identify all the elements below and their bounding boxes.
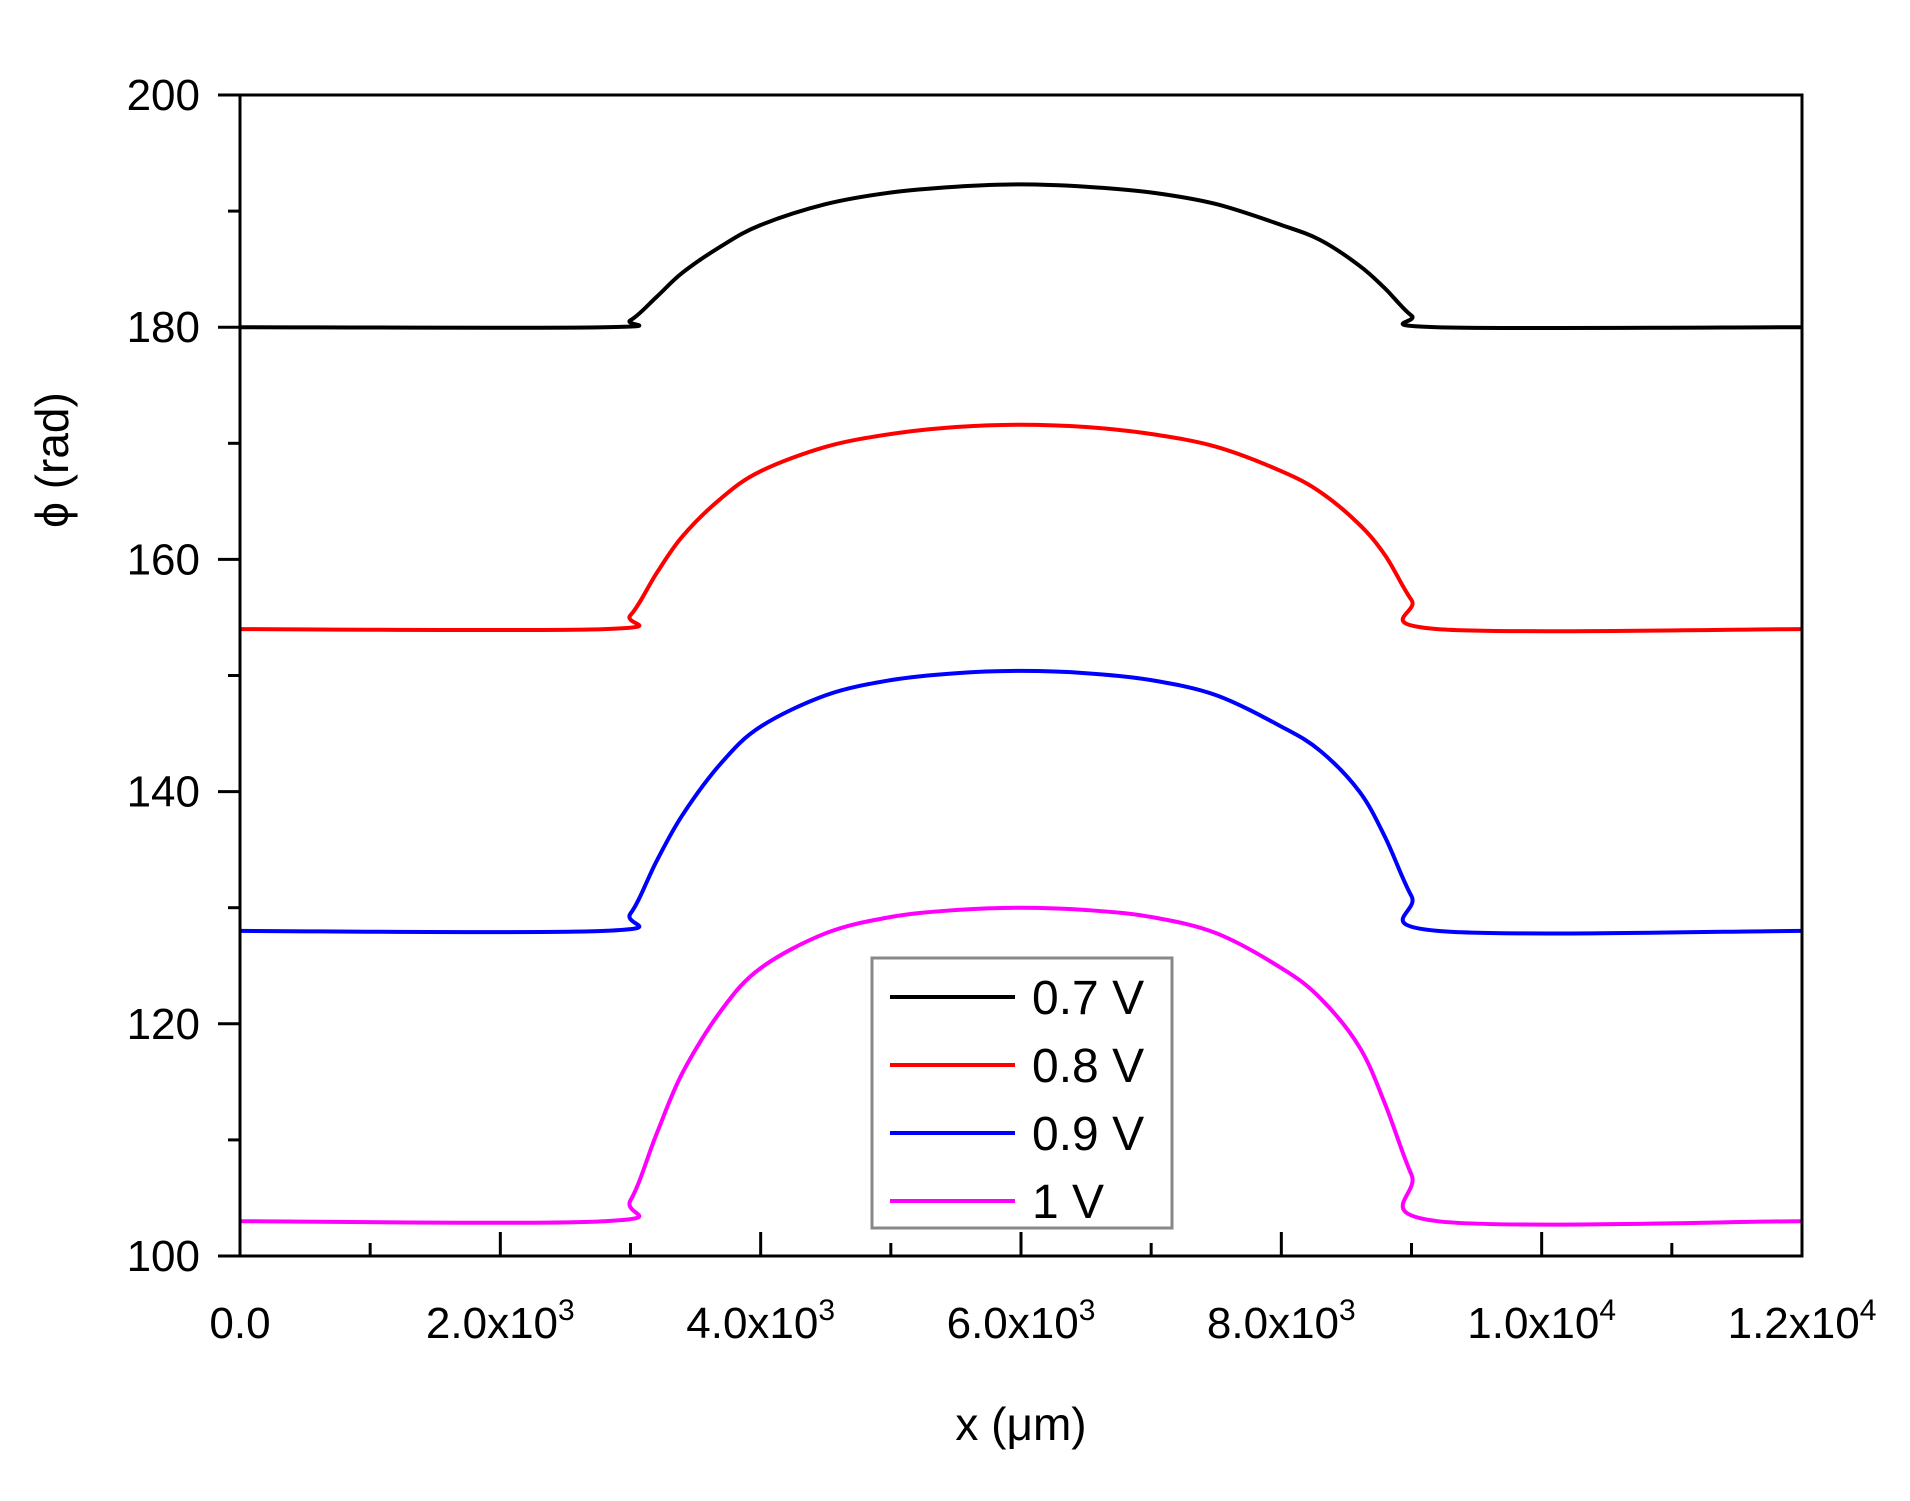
x-tick-label: 8.0x103	[1207, 1294, 1356, 1348]
legend-label: 0.7 V	[1032, 972, 1144, 1025]
legend-label: 0.8 V	[1032, 1040, 1144, 1093]
x-tick-label: 4.0x103	[686, 1294, 835, 1348]
series-line-0-7-v	[239, 182, 1803, 331]
y-tick-label: 140	[127, 768, 200, 817]
y-tick-label: 100	[127, 1232, 200, 1281]
tick-layer: 0.0 2.0x103 4.0x103 6.0x103 8.0x103 1.0x104 1.…	[127, 71, 1877, 1348]
series-line-0-8-v	[239, 422, 1803, 634]
series-layer	[239, 182, 1803, 1227]
x-tick-label: 0.0	[209, 1299, 270, 1348]
y-tick-label: 180	[127, 303, 200, 352]
x-tick-label: 6.0x103	[947, 1294, 1096, 1348]
x-tick-label: 1.2x104	[1728, 1294, 1877, 1348]
legend: 0.7 V 0.8 V 0.9 V 1 V	[870, 956, 1174, 1230]
legend-label: 0.9 V	[1032, 1108, 1144, 1161]
y-tick-label: 120	[127, 1000, 200, 1049]
y-tick-label: 200	[127, 71, 200, 120]
series-line-0-9-v	[239, 668, 1803, 936]
x-tick-label: 1.0x104	[1467, 1294, 1616, 1348]
series-line-1-v	[239, 905, 1803, 1227]
legend-box	[870, 956, 1174, 1230]
y-tick-label: 160	[127, 535, 200, 584]
x-tick-label: 2.0x103	[426, 1294, 575, 1348]
x-axis-title: x (μm)	[955, 1398, 1086, 1450]
y-axis-title: ϕ (rad)	[26, 392, 78, 528]
legend-label: 1 V	[1032, 1176, 1104, 1229]
